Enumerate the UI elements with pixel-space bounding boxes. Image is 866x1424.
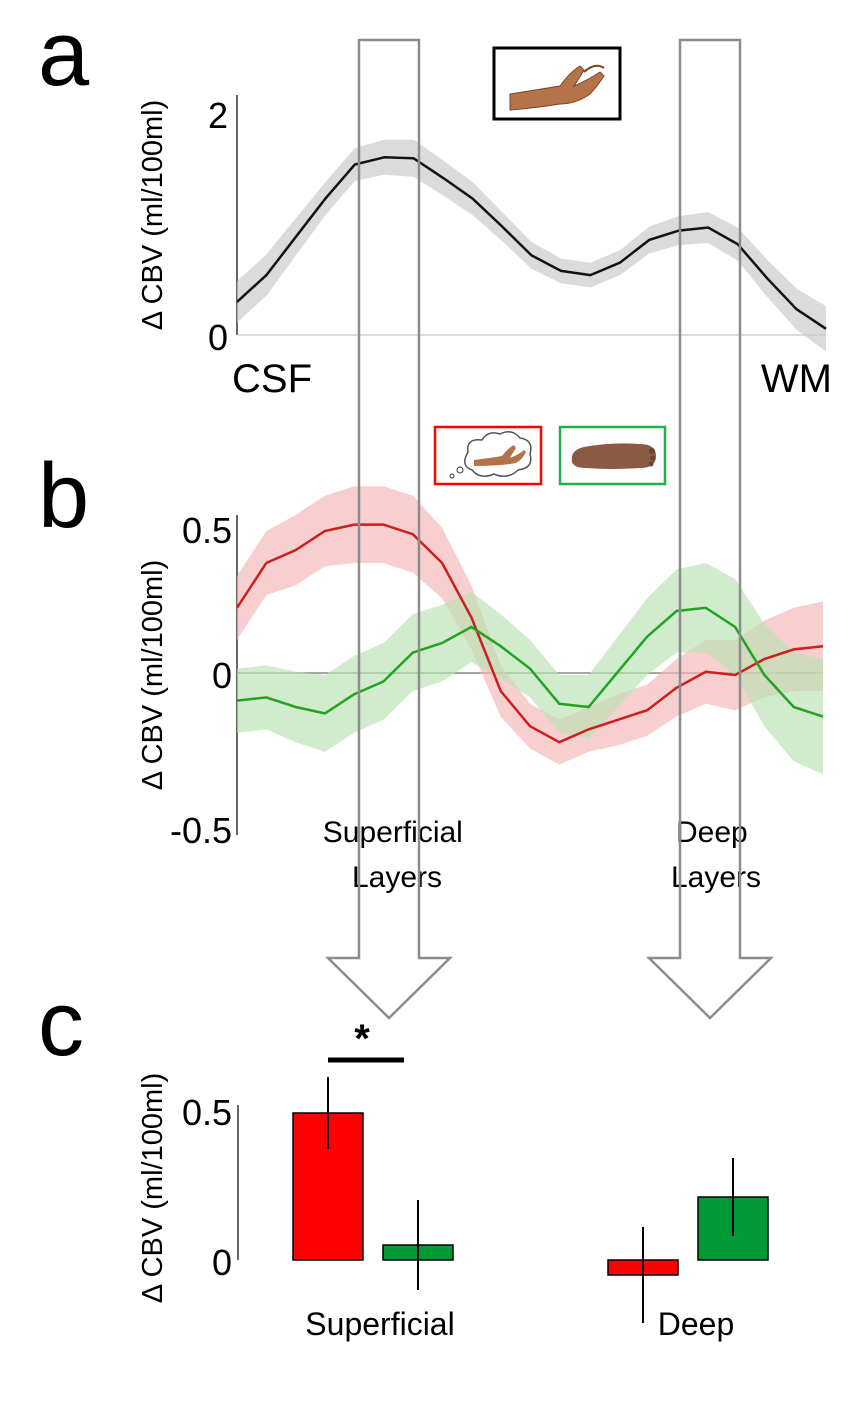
b-band-imagined-hand (237, 486, 823, 765)
panel-label-b: b (38, 445, 89, 547)
a-line-hand (236, 156, 827, 330)
a-xlabel-wm: WM (761, 357, 832, 401)
panel-label-a: a (38, 3, 90, 105)
panel-c-chart: 0.5 0 Δ CBV (ml/100ml) * Superficial Dee… (137, 1017, 769, 1342)
a-legend-hand (492, 46, 622, 121)
hand-icon (509, 64, 605, 111)
c-ytick-0: 0 (212, 1242, 232, 1283)
imagined-hand-icon (449, 431, 532, 479)
b-legend-foot (558, 425, 667, 486)
a-ylabel: Δ CBV (ml/100ml) (137, 100, 169, 330)
b-ytick-0: 0 (212, 655, 232, 696)
a-xlabel-csf: CSF (232, 357, 312, 401)
c-ylabel: Δ CBV (ml/100ml) (137, 1073, 169, 1303)
b-line-foot (236, 606, 824, 718)
b-annotation-deep: Deep Layers (671, 816, 761, 894)
foot-icon (571, 443, 656, 469)
c-category-superficial: Superficial (305, 1306, 454, 1342)
panel-label-c: c (38, 973, 84, 1075)
deep-guide-arrow (645, 38, 775, 1020)
b-ytick-05: 0.5 (182, 510, 232, 551)
b-annotation-superficial: Superficial Layers (323, 816, 471, 894)
b-ylabel: Δ CBV (ml/100ml) (137, 560, 169, 790)
a-ytick-2: 2 (208, 95, 228, 136)
a-band-hand (237, 139, 826, 352)
c-ytick-05: 0.5 (182, 1092, 232, 1133)
b-ytick-m05: -0.5 (170, 810, 232, 851)
b-line-imagined-hand (235, 523, 824, 744)
c-category-deep: Deep (658, 1306, 735, 1342)
b-legend-imagined-hand (433, 425, 543, 486)
a-ytick-0: 0 (208, 317, 228, 358)
superficial-guide-arrow (324, 38, 454, 1020)
significance-star: * (354, 1017, 370, 1061)
panel-a-chart: 2 0 Δ CBV (ml/100ml) CSF WM (137, 46, 832, 401)
panel-b-chart: 0.5 0 -0.5 Δ CBV (ml/100ml) Superficial … (137, 425, 824, 894)
